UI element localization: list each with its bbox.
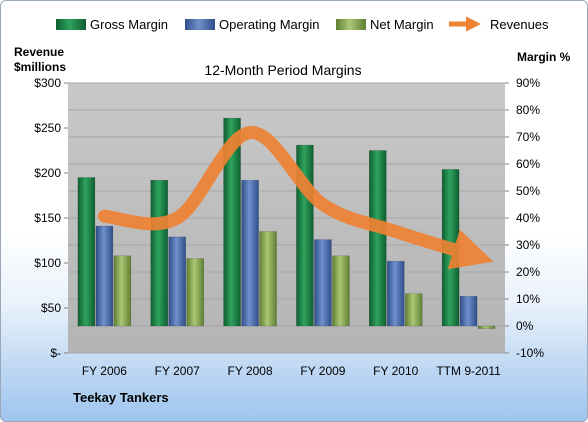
left-tick-label: $- [50, 346, 61, 360]
legend-label-operating: Operating Margin [219, 17, 319, 32]
x-tick-label: FY 2009 [300, 364, 345, 378]
bar-operating-margin [241, 179, 259, 327]
left-tick-label: $200 [34, 166, 61, 180]
x-tick-label: FY 2008 [228, 364, 273, 378]
bar-operating-margin [95, 225, 114, 327]
bar-net-margin [405, 293, 423, 327]
legend-swatch-net [336, 19, 366, 30]
bar-gross-margin [223, 117, 241, 327]
revenue-line [97, 126, 494, 270]
bar-gross-margin [369, 150, 387, 327]
bar-net-margin [477, 325, 496, 329]
left-tick-label: $300 [34, 76, 61, 90]
left-axis-title-line2: $millions [14, 60, 66, 74]
right-tick-label: 30% [516, 238, 540, 252]
bar-operating-margin [459, 296, 478, 327]
right-tick-label: 0% [516, 319, 534, 333]
left-axis-ticks: $300 $250 $200 $150 $100 $50 $- [34, 76, 68, 360]
x-tick-label: FY 2006 [82, 364, 127, 378]
bar-gross-margin [150, 179, 168, 327]
right-tick-label: 20% [516, 265, 540, 279]
legend: Gross Margin Operating Margin Net Margin… [56, 16, 549, 32]
legend-swatch-gross [56, 19, 86, 30]
bar-operating-margin [314, 239, 332, 327]
left-tick-label: $50 [41, 301, 61, 315]
right-tick-label: 40% [516, 211, 540, 225]
bar-operating-margin [168, 236, 186, 327]
x-tick-label: TTM 9-2011 [436, 364, 501, 378]
right-tick-label: 90% [516, 76, 540, 90]
bar-gross-margin [77, 177, 96, 327]
legend-swatch-operating [185, 19, 215, 30]
legend-label-revenue: Revenues [490, 17, 549, 32]
x-tick-label: FY 2007 [155, 364, 200, 378]
bar-net-margin [186, 258, 204, 327]
right-tick-label: 50% [516, 184, 540, 198]
right-tick-label: 60% [516, 157, 540, 171]
right-tick-label: 70% [516, 130, 540, 144]
right-tick-label: -10% [516, 346, 544, 360]
gridlines [68, 82, 505, 354]
legend-label-gross: Gross Margin [90, 17, 168, 32]
x-axis-labels: FY 2006 FY 2007 FY 2008 FY 2009 FY 2010 TTM 9… [82, 364, 501, 378]
right-tick-label: 80% [516, 103, 540, 117]
right-tick-label: 10% [516, 292, 540, 306]
left-tick-label: $100 [34, 256, 61, 270]
right-axis-ticks: 90% 80% 70% 60% 50% 40% 30% 20% 10% 0% -10% [505, 76, 544, 360]
legend-label-net: Net Margin [370, 17, 434, 32]
right-axis-title: Margin % [517, 50, 571, 64]
revenue-series [97, 126, 494, 270]
bar-operating-margin [387, 260, 405, 327]
x-tick-label: FY 2010 [373, 364, 418, 378]
bar-net-margin [332, 255, 350, 327]
company-label: Teekay Tankers [73, 390, 169, 405]
left-axis-title-line1: Revenue [14, 45, 64, 59]
chart-title: 12-Month Period Margins [204, 62, 361, 78]
left-tick-label: $250 [34, 121, 61, 135]
bar-net-margin [113, 255, 132, 327]
bar-net-margin [259, 231, 277, 327]
left-tick-label: $150 [34, 211, 61, 225]
